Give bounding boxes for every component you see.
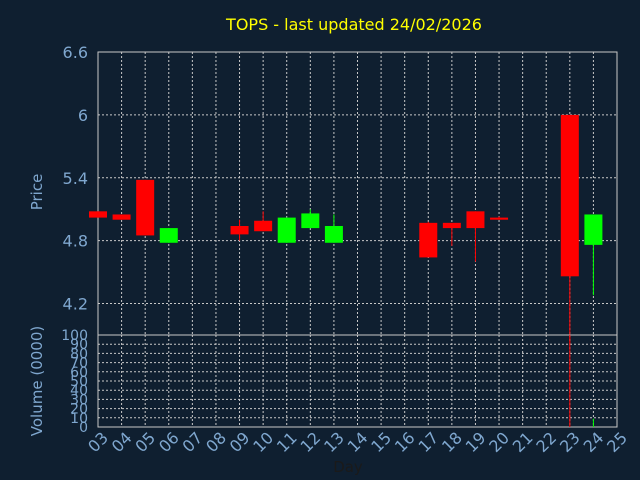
price-tick-label: 6.6 [63,43,88,62]
volume-tick-label: 70 [70,356,88,372]
candle-body [89,211,107,218]
volume-tick-label: 100 [61,328,88,344]
price-tick-label: 4.8 [63,232,88,251]
volume-tick-label: 0 [79,420,88,436]
candle-body [136,179,155,236]
price-tick-label: 4.2 [63,295,88,314]
volume-tick-label: 50 [70,374,88,390]
candle-body [230,225,249,235]
volume-tick-label: 20 [70,402,88,418]
candle-body [112,214,131,220]
volume-tick-label: 90 [70,337,88,353]
candle-body [419,222,438,258]
candle-body [324,225,343,243]
candle-body [584,214,603,245]
day-axis-label: Day [333,458,363,476]
candle-body [466,211,485,229]
volume-tick-label: 10 [70,411,88,427]
volume-axis-label: Volume (0000) [28,326,46,436]
price-tick-label: 6 [78,106,88,125]
volume-tick-label: 30 [70,392,88,408]
candle-body [254,220,273,232]
day-tick-label: 25 [603,428,631,456]
candle-body [159,228,178,243]
volume-tick-label: 60 [70,365,88,381]
candle-body [301,213,320,229]
price-panel: 6.6 6 5.4 4.8 4.2 [63,43,618,344]
volume-panel: 1009080706050403020100030405060708091011… [61,328,631,456]
volume-tick-label: 80 [70,346,88,362]
candle-body [442,222,461,229]
candle-body [277,217,296,243]
candle-body [560,114,579,277]
chart-title: TOPS - last updated 24/02/2026 [225,15,482,34]
price-tick-label: 5.4 [63,169,88,188]
candle-body [490,217,509,220]
volume-tick-label: 40 [70,383,88,399]
volume-frame [97,334,618,428]
price-axis-label: Price [28,174,46,211]
